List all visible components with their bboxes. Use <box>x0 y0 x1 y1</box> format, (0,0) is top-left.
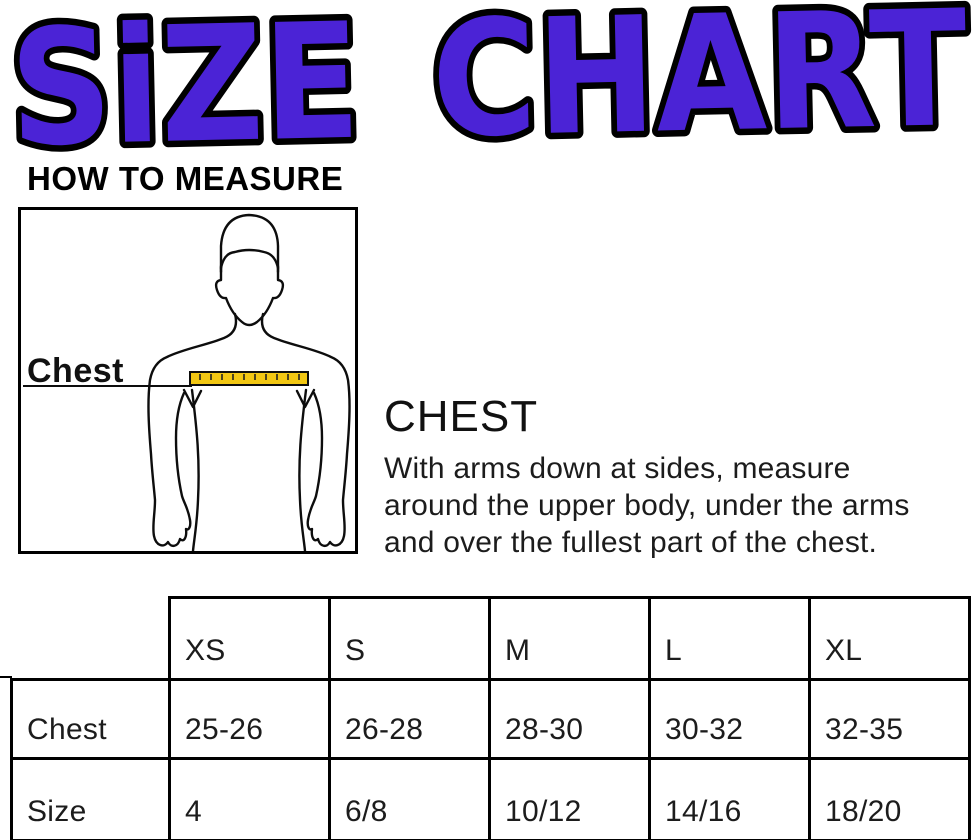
figure-torso-right-side <box>298 388 308 551</box>
figure-left-armpit-fold <box>182 388 203 409</box>
chest-description-line-2: around the upper body, under the arms <box>384 489 910 522</box>
figure-right-armpit-fold <box>295 388 316 409</box>
table-row-line-stub <box>0 676 12 678</box>
size-table-column-header-l: L <box>648 596 811 681</box>
figure-hair-outline <box>219 213 280 274</box>
chest-section-description: With arms down at sides, measure around … <box>384 450 910 561</box>
size-table-corner-cell <box>12 598 170 680</box>
size-table-column-header-s: S <box>328 596 491 681</box>
figure-hairline <box>219 248 280 270</box>
title-word-chart: CHART <box>430 0 969 160</box>
chest-row-label: Chest <box>10 678 171 760</box>
size-table-column-header-xs: XS <box>168 596 331 681</box>
chest-description-line-3: and over the fullest part of the chest. <box>384 526 878 559</box>
figure-right-arm-outline <box>260 312 351 547</box>
size-value-xl: 18/20 <box>808 757 971 840</box>
size-value-xs: 4 <box>168 757 331 840</box>
chest-value-l: 30-32 <box>648 678 811 760</box>
torso-figure-illustration: Chest <box>23 213 351 551</box>
figure-face-outline <box>214 264 285 327</box>
size-table-header-row: XS S M L XL <box>12 596 971 681</box>
size-table-size-row: Size 4 6/8 10/12 14/16 18/20 <box>10 757 971 840</box>
chest-diagram-label: Chest <box>27 352 124 390</box>
size-table-chest-row: Chest 25-26 26-28 28-30 30-32 32-35 <box>10 678 971 760</box>
chest-value-m: 28-30 <box>488 678 651 760</box>
size-value-l: 14/16 <box>648 757 811 840</box>
measurement-diagram-box: Chest <box>18 207 358 554</box>
page-title-graphic: SiZE CHART <box>2 0 976 160</box>
chest-value-xl: 32-35 <box>808 678 971 760</box>
size-table-column-header-m: M <box>488 596 651 681</box>
measuring-tape <box>189 371 309 386</box>
title-word-size: SiZE <box>8 0 362 160</box>
chest-value-s: 26-28 <box>328 678 491 760</box>
figure-torso-left-side <box>190 388 200 551</box>
how-to-measure-heading: HOW TO MEASURE <box>27 160 344 197</box>
chest-description-line-1: With arms down at sides, measure <box>384 452 851 485</box>
size-value-s: 6/8 <box>328 757 491 840</box>
chest-value-xs: 25-26 <box>168 678 331 760</box>
size-table: XS S M L XL Chest 25-26 26-28 28-30 30-3… <box>10 596 971 840</box>
figure-left-arm-outline <box>147 312 238 547</box>
size-value-m: 10/12 <box>488 757 651 840</box>
size-table-column-header-xl: XL <box>808 596 971 681</box>
size-row-label: Size <box>10 757 171 840</box>
measuring-tape-ticks <box>199 374 300 380</box>
chest-section-heading: CHEST <box>384 392 539 441</box>
